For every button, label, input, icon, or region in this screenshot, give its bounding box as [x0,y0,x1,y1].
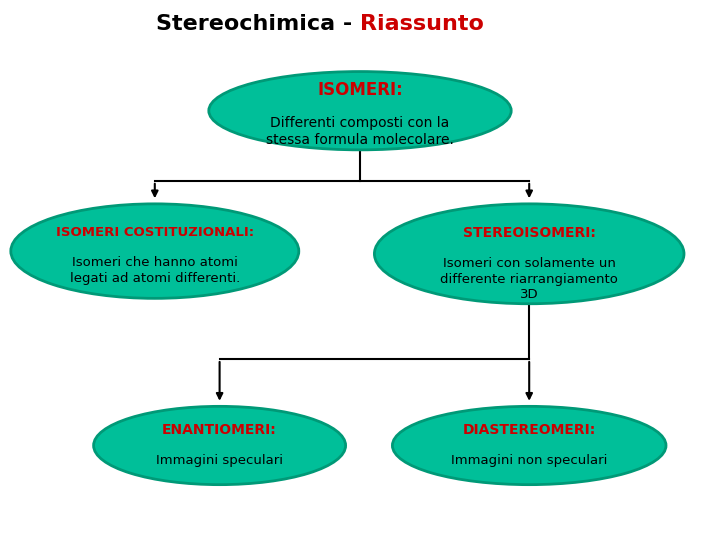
Ellipse shape [94,406,346,485]
Text: Immagini non speculari: Immagini non speculari [451,454,608,467]
Ellipse shape [11,204,299,298]
Text: ISOMERI COSTITUZIONALI:: ISOMERI COSTITUZIONALI: [55,226,254,239]
Text: Immagini speculari: Immagini speculari [156,454,283,467]
Text: Differenti composti con la
stessa formula molecolare.: Differenti composti con la stessa formul… [266,116,454,147]
Text: Riassunto: Riassunto [360,14,484,33]
Text: ISOMERI:: ISOMERI: [317,81,403,99]
Text: Stereochimica -: Stereochimica - [156,14,360,33]
Text: Isomeri che hanno atomi
legati ad atomi differenti.: Isomeri che hanno atomi legati ad atomi … [70,256,240,285]
Text: STEREOISOMERI:: STEREOISOMERI: [463,226,595,240]
Ellipse shape [392,406,666,485]
Text: ENANTIOMERI:: ENANTIOMERI: [162,423,277,437]
Text: Isomeri con solamente un
differente riarrangiamento
3D: Isomeri con solamente un differente riar… [440,257,618,301]
Ellipse shape [209,71,511,150]
Text: DIASTEREOMERI:: DIASTEREOMERI: [462,423,596,437]
Ellipse shape [374,204,684,303]
